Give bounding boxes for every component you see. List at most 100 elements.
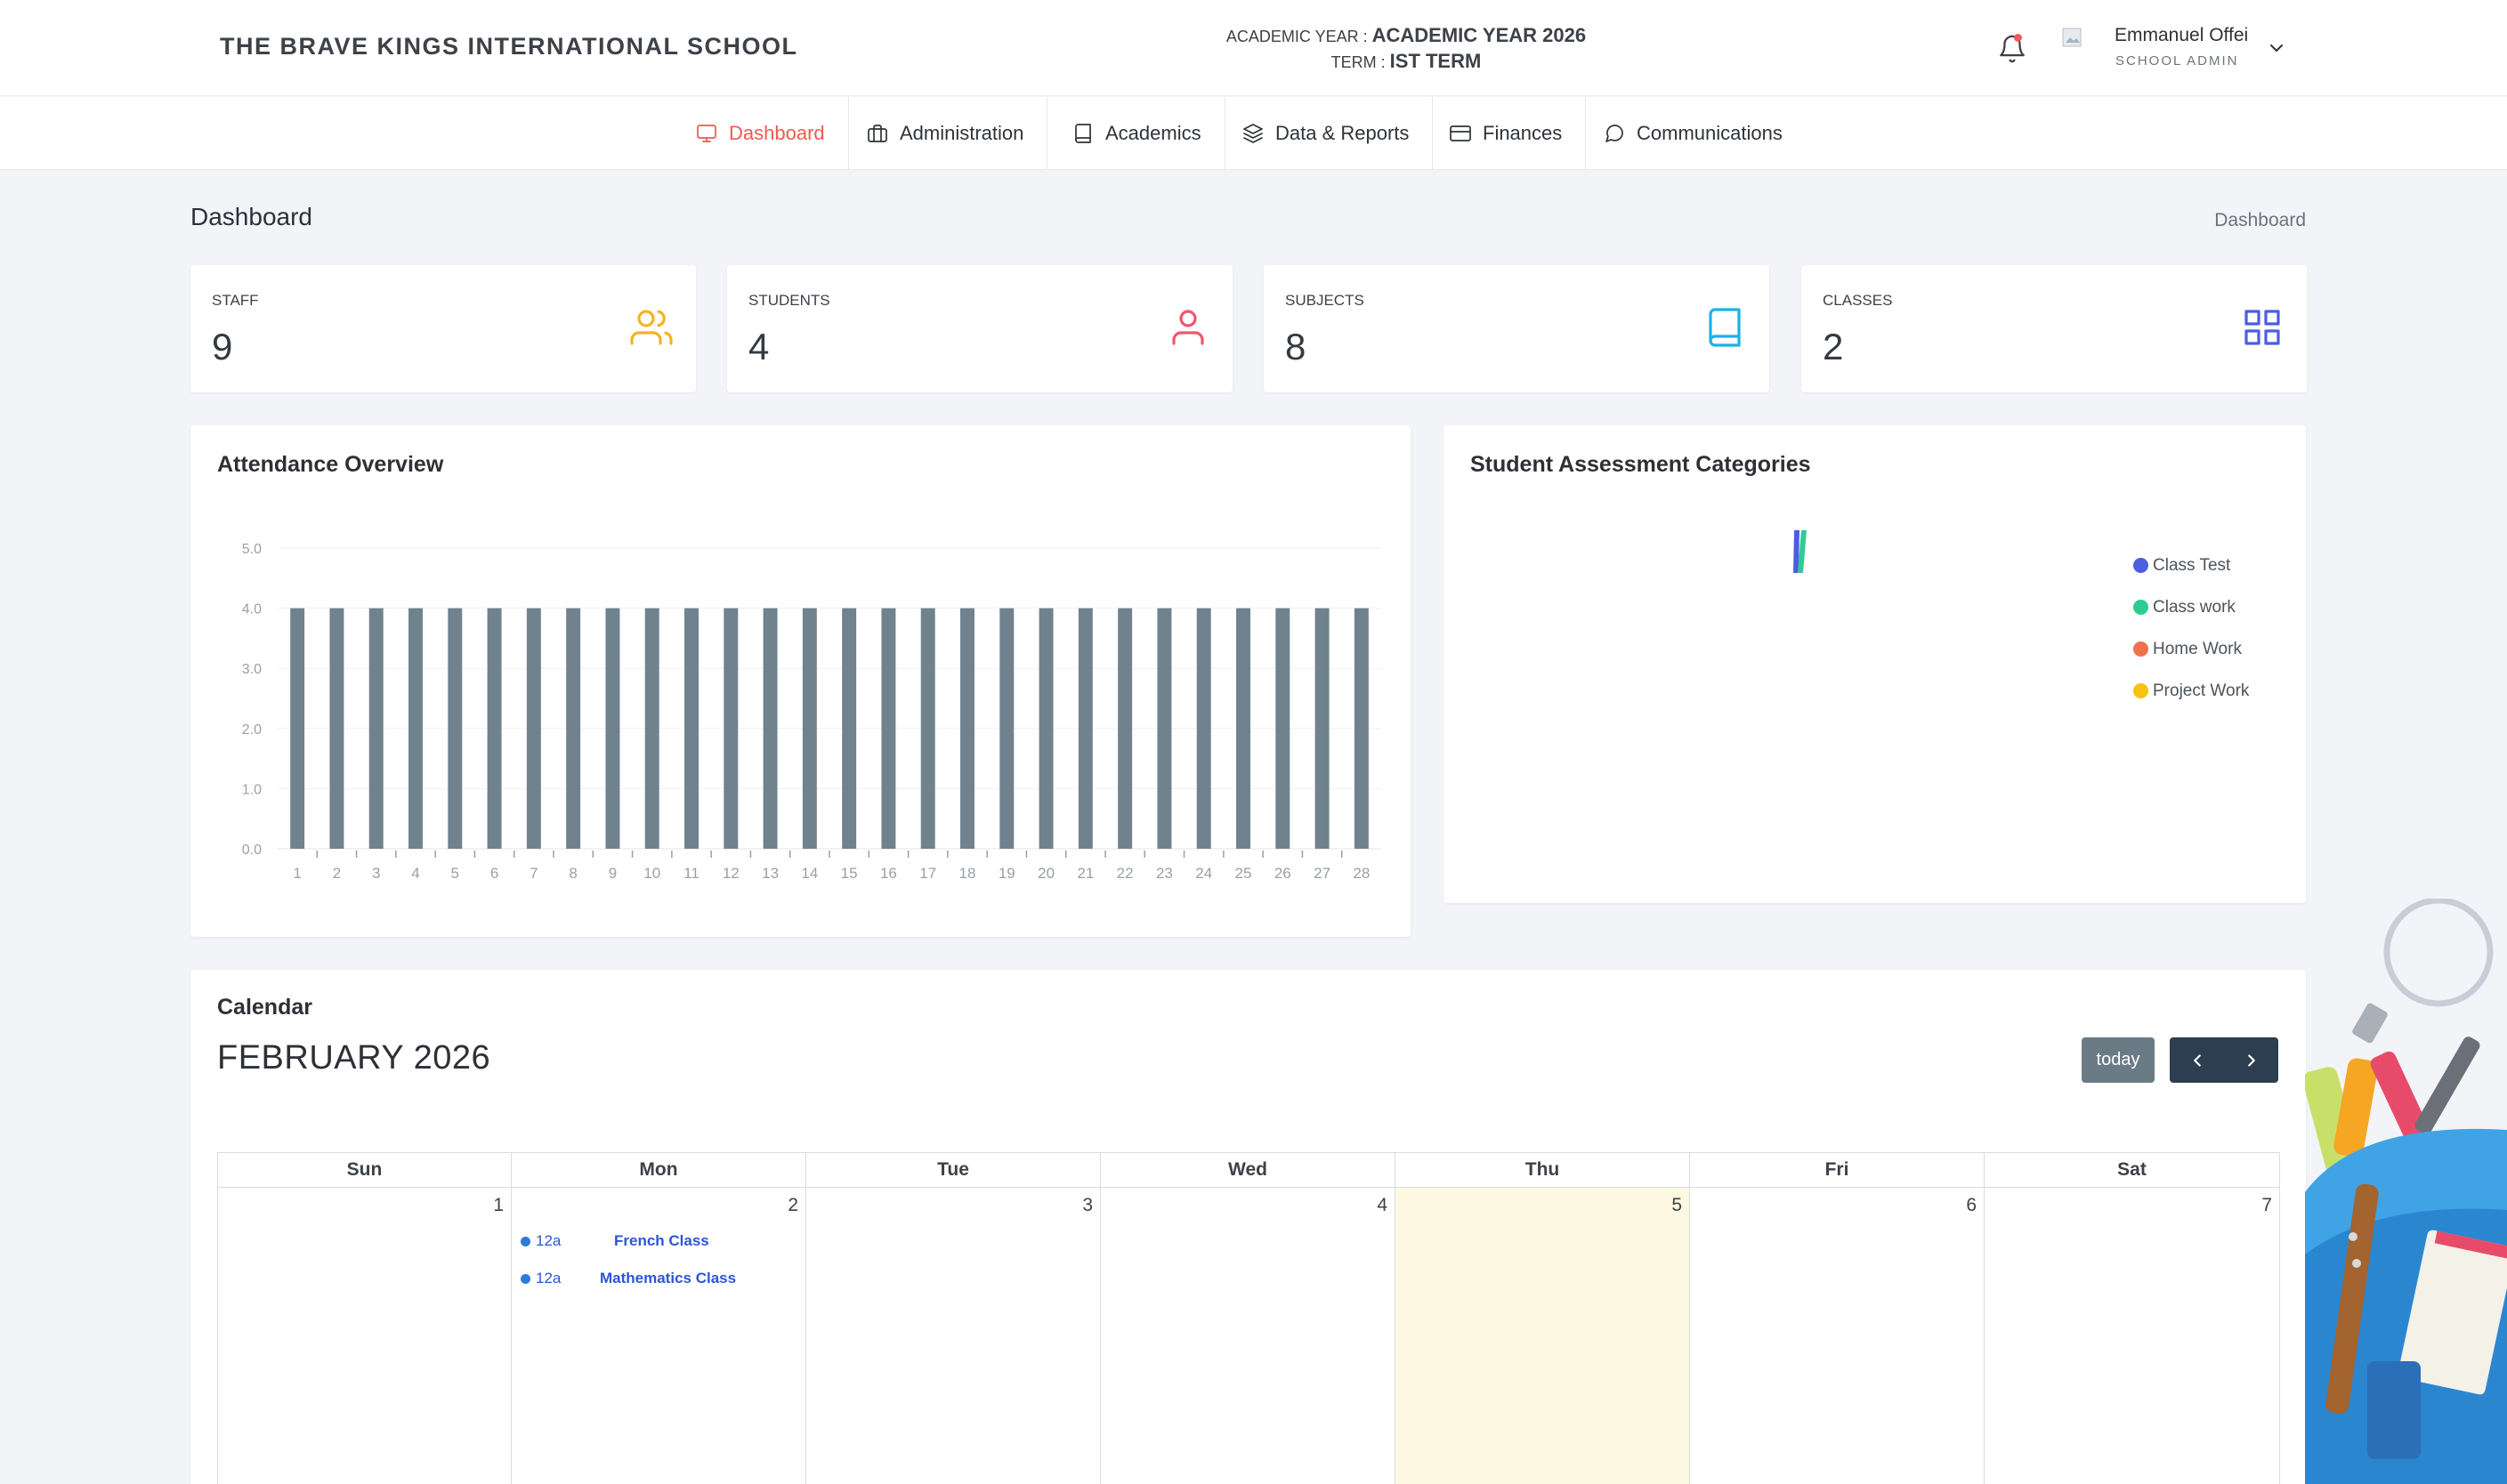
- chart-bar[interactable]: [802, 608, 817, 849]
- chart-bar[interactable]: [644, 608, 659, 849]
- calendar-day-cell-today[interactable]: 5: [1395, 1188, 1690, 1484]
- school-name: THE BRAVE KINGS INTERNATIONAL SCHOOL: [220, 33, 798, 60]
- chart-bar[interactable]: [290, 608, 305, 849]
- breadcrumb[interactable]: Dashboard: [2214, 210, 2306, 230]
- nav-label: Administration: [900, 122, 1024, 144]
- calendar-grid: Sun Mon Tue Wed Thu Fri Sat 1 2 12a Fren…: [217, 1152, 2280, 1484]
- calendar-day-cell[interactable]: 4: [1101, 1188, 1395, 1484]
- x-tick-label: 13: [762, 865, 779, 882]
- next-month-button[interactable]: [2224, 1037, 2278, 1083]
- stat-label: STAFF: [212, 292, 259, 309]
- event-title: French Class: [614, 1232, 709, 1249]
- chart-bar[interactable]: [1354, 608, 1369, 849]
- page-title: Dashboard: [190, 203, 312, 230]
- legend-label: Project Work: [2153, 681, 2250, 700]
- x-tick-label: 14: [801, 865, 818, 882]
- day-number[interactable]: 6: [1966, 1195, 1977, 1215]
- chart-bar[interactable]: [1078, 608, 1093, 849]
- chart-bar[interactable]: [1275, 608, 1290, 849]
- legend-item[interactable]: Home Work: [2133, 628, 2249, 670]
- chart-bar[interactable]: [329, 608, 344, 849]
- chart-bar[interactable]: [881, 608, 896, 849]
- weekday-header: Fri: [1690, 1152, 1985, 1188]
- attendance-chart: 0.01.02.03.04.05.01 2 3 4 5 6 7 8 9 10 11 12 13 14 15 1…: [242, 542, 1381, 882]
- chart-bar[interactable]: [1236, 608, 1250, 849]
- calendar-day-cell[interactable]: 1: [217, 1188, 512, 1484]
- academic-info: ACADEMIC YEAR : ACADEMIC YEAR 2026 TERM …: [1139, 23, 1673, 75]
- stat-card-classes[interactable]: CLASSES 2: [1801, 265, 2307, 392]
- calendar-event[interactable]: 12a French Class: [521, 1230, 797, 1252]
- x-tick-label: 10: [643, 865, 660, 882]
- chart-bar[interactable]: [842, 608, 857, 849]
- chart-bar[interactable]: [566, 608, 581, 849]
- legend-dot: [2133, 558, 2148, 573]
- day-number[interactable]: 5: [1671, 1195, 1682, 1215]
- today-button[interactable]: today: [2082, 1037, 2155, 1083]
- chart-bar[interactable]: [487, 608, 502, 849]
- chart-bar[interactable]: [368, 608, 384, 849]
- user-name[interactable]: Emmanuel Offei: [2115, 25, 2249, 45]
- chart-bar[interactable]: [448, 608, 463, 849]
- pie-slice-class-work[interactable]: [1798, 530, 1807, 573]
- x-tick-label: 24: [1195, 865, 1212, 882]
- x-tick-label: 12: [723, 865, 740, 882]
- chart-bar[interactable]: [1314, 608, 1330, 849]
- day-number[interactable]: 1: [493, 1195, 504, 1215]
- day-number[interactable]: 4: [1377, 1195, 1387, 1215]
- x-tick-label: 9: [609, 865, 617, 882]
- day-number[interactable]: 3: [1082, 1195, 1093, 1215]
- event-dot: [521, 1273, 530, 1284]
- nav-administration[interactable]: Administration: [844, 97, 1048, 170]
- legend-item[interactable]: Class Test: [2133, 544, 2249, 586]
- nav-communications[interactable]: Communications: [1581, 97, 1806, 170]
- x-tick-label: 2: [333, 865, 341, 882]
- book-icon: [1709, 308, 1741, 347]
- assessment-pie[interactable]: [1791, 528, 1826, 582]
- chart-bar[interactable]: [1196, 608, 1211, 849]
- message-icon: [1605, 125, 1623, 142]
- chart-bar[interactable]: [526, 608, 541, 849]
- prev-month-button[interactable]: [2170, 1037, 2224, 1083]
- nav-finances[interactable]: Finances: [1427, 97, 1587, 170]
- avatar[interactable]: [2061, 27, 2088, 53]
- calendar-day-cell[interactable]: 2 12a French Class 12a Mathematics Class: [512, 1188, 806, 1484]
- calendar-title: Calendar: [217, 995, 312, 1020]
- pie-slice-class-test[interactable]: [1793, 530, 1799, 573]
- day-number[interactable]: 2: [788, 1195, 798, 1215]
- stat-card-subjects[interactable]: SUBJECTS 8: [1264, 265, 1769, 392]
- chart-bar[interactable]: [1039, 608, 1054, 849]
- chart-bar[interactable]: [999, 608, 1015, 849]
- event-time: 12a: [536, 1232, 562, 1249]
- calendar-day-cell[interactable]: 7: [1985, 1188, 2280, 1484]
- chart-bar[interactable]: [1118, 608, 1133, 849]
- event-title: Mathematics Class: [600, 1270, 737, 1286]
- academic-year-value: ACADEMIC YEAR 2026: [1371, 24, 1587, 46]
- x-tick-label: 26: [1274, 865, 1291, 882]
- calendar-event[interactable]: 12a Mathematics Class: [521, 1268, 797, 1289]
- stat-card-staff[interactable]: STAFF 9: [190, 265, 696, 392]
- briefcase-icon: [868, 125, 887, 142]
- nav-academics[interactable]: Academics: [1049, 97, 1225, 170]
- bell-icon[interactable]: [1997, 34, 2027, 64]
- chart-bar[interactable]: [1157, 608, 1172, 849]
- calendar-day-cell[interactable]: 6: [1690, 1188, 1985, 1484]
- calendar-day-cell[interactable]: 3: [806, 1188, 1101, 1484]
- credit-card-icon: [1450, 125, 1471, 141]
- day-number[interactable]: 7: [2261, 1195, 2272, 1215]
- chart-bar[interactable]: [920, 608, 935, 849]
- chart-bar[interactable]: [408, 608, 423, 849]
- chart-bar[interactable]: [960, 608, 974, 849]
- event-time: 12a: [536, 1270, 562, 1286]
- legend-item[interactable]: Class work: [2133, 586, 2249, 628]
- stat-card-students[interactable]: STUDENTS 4: [727, 265, 1233, 392]
- chart-bar[interactable]: [605, 608, 620, 849]
- nav-data-reports[interactable]: Data & Reports: [1219, 97, 1434, 170]
- y-tick-label: 5.0: [242, 542, 262, 557]
- chart-bar[interactable]: [684, 608, 699, 849]
- chart-bar[interactable]: [724, 608, 739, 849]
- legend-item[interactable]: Project Work: [2133, 670, 2249, 712]
- x-tick-label: 22: [1117, 865, 1134, 882]
- nav-dashboard[interactable]: Dashboard: [673, 97, 849, 170]
- chart-bar[interactable]: [763, 608, 778, 849]
- chevron-down-icon[interactable]: [2266, 37, 2287, 59]
